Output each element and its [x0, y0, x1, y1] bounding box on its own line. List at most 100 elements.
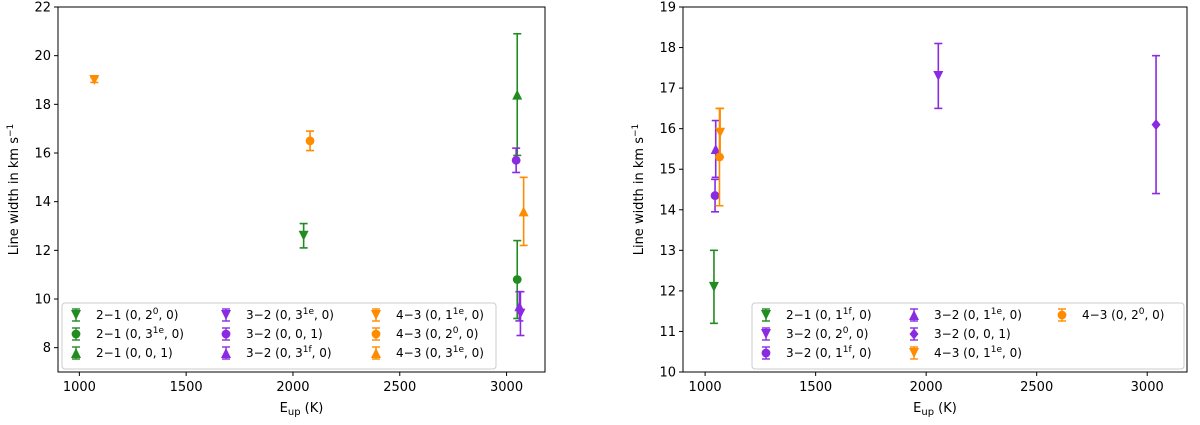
y-tick-label: 10: [34, 293, 51, 308]
legend-label: 4−3 (0, 31e, 0): [396, 345, 484, 360]
legend-label: 3−2 (0, 20, 0): [786, 326, 868, 341]
y-tick-label: 14: [659, 203, 676, 218]
legend-entry: 4−3 (0, 11e, 0): [371, 307, 484, 322]
legend-marker: [1057, 310, 1067, 320]
data-point: [708, 281, 719, 292]
data-point: [511, 155, 521, 165]
legend-entry: 2−1 (0, 31e, 0): [71, 326, 184, 341]
data-point: [512, 89, 523, 100]
legend-entry: 3−2 (0, 0, 1): [909, 327, 1011, 341]
legend-marker: [221, 348, 231, 358]
data-point: [512, 275, 522, 284]
legend-label: 2−1 (0, 0, 1): [96, 346, 173, 360]
y-tick-label: 18: [34, 98, 51, 113]
y-axis-label: Line width in km s−1: [631, 124, 647, 256]
x-tick-label: 1500: [799, 380, 832, 395]
x-tick-label: 1000: [63, 380, 96, 395]
y-tick-label: 18: [659, 41, 676, 56]
y-tick-label: 16: [659, 122, 676, 137]
y-tick-label: 14: [34, 195, 51, 210]
legend-label: 2−1 (0, 31e, 0): [96, 326, 184, 341]
legend-entry: 4−3 (0, 11e, 0): [909, 345, 1022, 360]
y-tick-label: 20: [34, 49, 51, 64]
legend-box: [61, 302, 497, 370]
legend-box: [751, 302, 1185, 370]
y-tick-label: 10: [659, 366, 676, 381]
x-tick-label: 2000: [910, 380, 943, 395]
legend-entry: 3−2 (0, 11f, 0): [761, 345, 872, 360]
legend-label: 3−2 (0, 31f, 0): [246, 345, 332, 360]
legend-marker: [909, 328, 919, 340]
data-point: [514, 301, 525, 312]
legend-marker: [371, 329, 381, 339]
y-tick-label: 17: [659, 82, 676, 97]
y-tick-label: 15: [659, 163, 676, 178]
legend-label: 3−2 (0, 11e, 0): [934, 307, 1022, 322]
y-tick-label: 19: [659, 1, 676, 16]
x-tick-label: 2000: [276, 380, 309, 395]
data-point: [89, 75, 100, 85]
legend-marker: [371, 310, 381, 320]
legend-label: 4−3 (0, 11e, 0): [934, 345, 1022, 360]
data-point: [715, 152, 724, 162]
legend-marker: [761, 310, 771, 320]
data-point: [933, 70, 944, 81]
data-point: [710, 143, 721, 154]
legend-entry: 4−3 (0, 20, 0): [371, 326, 478, 341]
legend-entry: 3−2 (0, 31e, 0): [221, 307, 334, 322]
data-point: [518, 206, 529, 217]
legend-marker: [761, 348, 771, 358]
data-point: [710, 191, 720, 200]
legend-entry: 3−2 (0, 11e, 0): [909, 307, 1022, 322]
y-tick-label: 16: [34, 147, 51, 162]
plot-frame: [57, 6, 546, 373]
legend-entry: 2−1 (0, 11f, 0): [761, 307, 872, 322]
legend-marker: [71, 348, 81, 358]
legend-label: 3−2 (0, 0, 1): [934, 327, 1011, 341]
legend-marker: [909, 310, 919, 320]
plot-frame: [682, 6, 1188, 373]
legend-label: 2−1 (0, 20, 0): [96, 307, 178, 322]
left-chart-panel: 1000 1500 2000 2500 3000 8 10 12 14 16 18 20 22 Eup (…: [6, 1, 546, 418]
legend-label: 3−2 (0, 0, 1): [246, 327, 323, 341]
legend-entry: 2−1 (0, 20, 0): [71, 307, 178, 322]
legend-entry: 4−3 (0, 31e, 0): [371, 345, 484, 360]
legend-marker: [221, 310, 231, 320]
x-axis-label: Eup (K): [280, 401, 324, 418]
legend-marker: [71, 329, 81, 339]
y-tick-label: 13: [659, 244, 676, 259]
legend-marker: [909, 348, 919, 358]
legend-label: 4−3 (0, 20, 0): [1082, 307, 1164, 322]
y-tick-label: 22: [34, 1, 51, 16]
legend-entry: 3−2 (0, 0, 1): [221, 327, 323, 341]
legend-label: 3−2 (0, 31e, 0): [246, 307, 334, 322]
data-point: [305, 136, 315, 146]
y-tick-label: 12: [659, 284, 676, 299]
right-chart-panel: 1000 1500 2000 2500 3000 10 11 12 13 14 15 16 17 18 19…: [631, 1, 1188, 418]
legend-entry: 3−2 (0, 20, 0): [761, 326, 868, 341]
y-axis-label: Line width in km s−1: [6, 124, 22, 256]
legend-label: 4−3 (0, 20, 0): [396, 326, 478, 341]
legend-entry: 2−1 (0, 0, 1): [71, 346, 173, 360]
x-tick-label: 3000: [490, 380, 523, 395]
x-tick-label: 3000: [1131, 380, 1164, 395]
legend-marker: [221, 329, 231, 339]
y-tick-label: 8: [43, 341, 51, 356]
legend-marker: [761, 329, 771, 339]
legend-marker: [371, 348, 381, 358]
data-point: [298, 230, 309, 241]
legend-label: 3−2 (0, 11f, 0): [786, 345, 872, 360]
legend-label: 2−1 (0, 11f, 0): [786, 307, 872, 322]
legend-label: 4−3 (0, 11e, 0): [396, 307, 484, 322]
x-tick-label: 2500: [383, 380, 416, 395]
x-tick-label: 2500: [1020, 380, 1053, 395]
legend-entry: 4−3 (0, 20, 0): [1057, 307, 1164, 322]
x-tick-label: 1500: [170, 380, 203, 395]
legend-marker: [71, 310, 81, 320]
y-tick-label: 11: [659, 325, 676, 340]
legend-entry: 3−2 (0, 31f, 0): [221, 345, 332, 360]
data-point: [1151, 119, 1161, 131]
x-tick-label: 1000: [689, 380, 722, 395]
y-tick-label: 12: [34, 244, 51, 259]
